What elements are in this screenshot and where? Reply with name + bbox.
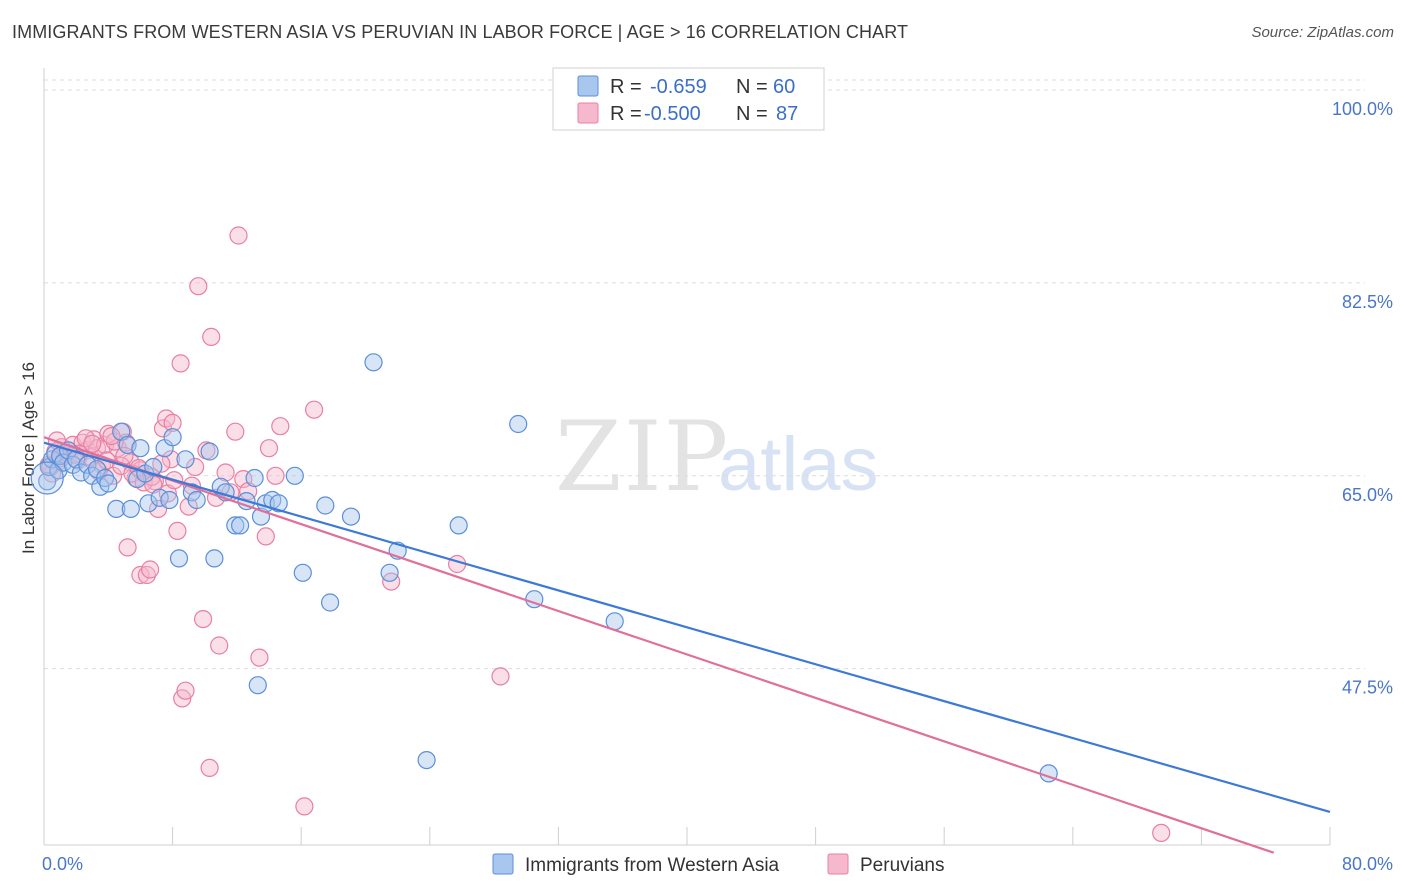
western-asia-point-51 bbox=[341, 507, 361, 526]
western-asia-point-17 bbox=[107, 499, 126, 518]
peruvians-point-56 bbox=[295, 797, 314, 816]
bottom-legend-swatch-blue bbox=[492, 853, 514, 875]
y-tick-labels: 47.5% 65.0% 82.5% 100.0% bbox=[1332, 99, 1393, 698]
y-axis-title: In Labor Force | Age > 16 bbox=[19, 362, 38, 554]
peruvians-point-57 bbox=[305, 400, 324, 419]
western-asia-point-56 bbox=[449, 516, 468, 535]
peruvians-point-35 bbox=[171, 354, 190, 373]
x-tick-label-1: 80.0% bbox=[1342, 854, 1393, 874]
peruvians-point-82 bbox=[83, 434, 102, 453]
legend-r-label-1: R = bbox=[610, 76, 642, 98]
western-asia-point-29 bbox=[163, 428, 182, 447]
x-tick-label-0: 0.0% bbox=[42, 854, 83, 874]
peruvians-point-33 bbox=[168, 521, 187, 541]
legend-r-value-1: -0.659 bbox=[650, 76, 707, 98]
legend-swatch-pink bbox=[577, 102, 599, 124]
peruvians-point-32 bbox=[163, 413, 182, 432]
y-tick-label-0: 47.5% bbox=[1342, 678, 1393, 698]
peruvians-point-39 bbox=[186, 457, 205, 477]
western-asia-point-49 bbox=[316, 496, 335, 515]
peruvians-point-24 bbox=[118, 538, 137, 557]
peruvians-point-26 bbox=[137, 565, 156, 585]
correlation-legend: R = -0.659 N = 60 R = -0.500 N = 87 bbox=[552, 67, 825, 131]
peruvians-point-43 bbox=[200, 758, 219, 778]
western-asia-point-36 bbox=[211, 477, 230, 496]
trend-line-peruvians bbox=[43, 436, 1275, 854]
western-asia-point-52 bbox=[364, 353, 383, 372]
legend-n-label-1: N = bbox=[736, 76, 768, 98]
western-asia-point-34 bbox=[200, 442, 219, 461]
peruvians-point-41 bbox=[194, 609, 213, 629]
peruvians-point-37 bbox=[176, 681, 195, 700]
y-tick-label-1: 65.0% bbox=[1342, 485, 1393, 505]
western-asia-point-46 bbox=[269, 494, 288, 513]
peruvians-point-54 bbox=[266, 466, 285, 485]
western-asia-point-22 bbox=[131, 439, 150, 458]
peruvians-point-27 bbox=[141, 560, 160, 579]
western-asia-point-50 bbox=[321, 593, 340, 612]
gridlines bbox=[44, 79, 1365, 670]
western-asia-point-20 bbox=[121, 499, 140, 518]
western-asia-point-47 bbox=[285, 466, 304, 485]
watermark: ZIP atlas bbox=[555, 401, 879, 513]
bottom-legend-label-peruvians: Peruvians bbox=[860, 855, 945, 876]
western-asia-point-41 bbox=[245, 468, 264, 488]
legend-n-value-2: 87 bbox=[776, 103, 798, 125]
watermark-zip: ZIP bbox=[555, 401, 730, 513]
series-legend: Immigrants from Western Asia Peruvians bbox=[492, 853, 945, 876]
trend-line-western-asia bbox=[43, 441, 1331, 813]
watermark-atlas: atlas bbox=[718, 422, 879, 507]
peruvians-point-51 bbox=[250, 648, 269, 667]
y-tick-label-3: 100.0% bbox=[1332, 99, 1393, 119]
western-asia-point-31 bbox=[176, 450, 195, 469]
peruvians-point-83 bbox=[102, 427, 121, 446]
peruvians-point-34 bbox=[161, 450, 181, 469]
x-tick-labels: 0.0% 80.0% bbox=[42, 854, 1393, 874]
peruvians-point-55 bbox=[271, 417, 290, 436]
western-asia-point-55 bbox=[417, 750, 436, 770]
western-asia-point-39 bbox=[231, 516, 250, 535]
western-asia-point-15 bbox=[95, 468, 115, 488]
trend-lines bbox=[43, 436, 1331, 854]
western-asia-point-53 bbox=[380, 563, 399, 582]
peruvians-point-40 bbox=[189, 277, 208, 296]
series-western-asia-points bbox=[30, 353, 1058, 783]
bottom-legend-swatch-pink bbox=[827, 853, 849, 875]
western-asia-point-35 bbox=[205, 549, 224, 568]
western-asia-cluster-point bbox=[30, 461, 64, 495]
western-asia-point-0 bbox=[38, 472, 57, 491]
western-asia-point-57 bbox=[509, 414, 528, 434]
peruvians-point-46 bbox=[216, 463, 235, 482]
peruvians-point-25 bbox=[131, 565, 150, 585]
peruvians-point-44 bbox=[202, 327, 221, 346]
chart-title: IMMIGRANTS FROM WESTERN ASIA VS PERUVIAN… bbox=[12, 22, 909, 42]
western-asia-point-38 bbox=[226, 516, 245, 535]
source-credit: Source: ZipAtlas.com bbox=[1251, 24, 1394, 41]
peruvians-point-60 bbox=[491, 667, 510, 686]
legend-n-value-1: 60 bbox=[773, 76, 795, 98]
peruvians-point-53 bbox=[259, 439, 279, 458]
legend-n-label-2: N = bbox=[736, 103, 768, 125]
western-asia-point-24 bbox=[139, 494, 158, 513]
western-asia-point-28 bbox=[160, 490, 179, 510]
western-asia-point-16 bbox=[99, 474, 118, 493]
western-asia-point-25 bbox=[144, 457, 163, 477]
western-asia-point-42 bbox=[248, 676, 267, 695]
legend-r-value-2: -0.500 bbox=[644, 103, 701, 125]
peruvians-point-61 bbox=[1152, 823, 1171, 843]
peruvians-point-49 bbox=[229, 226, 248, 245]
peruvians-point-48 bbox=[226, 422, 245, 441]
legend-r-label-2: R = bbox=[610, 103, 642, 125]
series-peruvians-points bbox=[39, 226, 1171, 843]
peruvians-point-45 bbox=[210, 636, 229, 655]
western-asia-point-48 bbox=[293, 563, 312, 582]
y-tick-label-2: 82.5% bbox=[1342, 292, 1393, 312]
legend-swatch-blue bbox=[577, 75, 599, 97]
peruvians-point-52 bbox=[256, 527, 275, 546]
bottom-legend-label-western-asia: Immigrants from Western Asia bbox=[525, 855, 780, 876]
western-asia-point-33 bbox=[187, 490, 206, 510]
western-asia-point-30 bbox=[169, 549, 189, 568]
